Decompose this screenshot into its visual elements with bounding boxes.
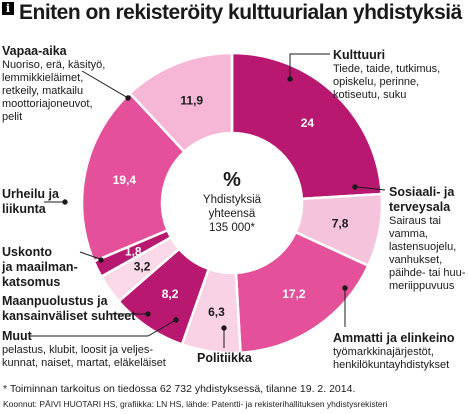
donut-slices: 24 7,8 17,2 6,3 8,2 3,21,8 19,4 11,9 [80, 51, 384, 355]
value-label-muut: 8,2 [162, 287, 179, 301]
connector-dot [352, 184, 358, 190]
connector-dot [221, 325, 227, 331]
label-politiikka: Politiikka [197, 351, 252, 365]
label-muut: Muut pelastus, klubit, loosit ja veljes-… [2, 329, 166, 369]
label-urheilu: Urheilu ja liikunta [2, 187, 59, 216]
slice-ammatti-ja-elinkeino [234, 230, 370, 355]
label-vapaa-aika: Vapaa-aika Nuoriso, erä, käsityö, lemmik… [2, 44, 106, 123]
label-kulttuuri: Kulttuuri Tiede, taide, tutkimus, opiske… [333, 48, 441, 101]
slice-kulttuuri [230, 51, 384, 201]
connector-vapaa [81, 70, 129, 99]
connector-dot [145, 311, 151, 317]
slice-vapaa-aika [128, 51, 234, 154]
footnote: * Toiminnan tarkoitus on tiedossa 62 732… [3, 383, 356, 395]
connector-dot [125, 95, 131, 101]
value-label-uskonto-ja-maailmankatsomus: 1,8 [125, 244, 142, 258]
center-line-1: Yhdistyksiä [203, 194, 262, 206]
label-maanpuolustus: Maanpuolustus ja kansainväliset suhteet [2, 294, 136, 323]
value-label-ammatti-ja-elinkeino: 17,2 [282, 287, 306, 301]
connector-muut [30, 319, 177, 337]
value-label-sosiaali-ja-terveysala: 7,8 [332, 216, 349, 230]
connector-dot [342, 285, 348, 291]
label-uskonto: Uskonto ja maailman- katsomus [2, 245, 78, 289]
connector-lines [30, 53, 386, 348]
chart-title: Eniten on rekisteröity kulttuurialan yhd… [19, 1, 462, 24]
label-ammatti: Ammatti ja elinkeino työmarkkinajärjestö… [333, 331, 455, 371]
info-icon: i [2, 2, 14, 15]
value-label-kulttuuri: 24 [301, 116, 315, 130]
value-label-vapaa-aika: 11,9 [180, 94, 203, 108]
connector-kulttuuri [289, 53, 330, 77]
connector-sosiaali [356, 186, 386, 191]
connector-uskonto [79, 251, 101, 260]
center-line-3: 135 000* [209, 222, 256, 234]
value-label-urheilu-ja-liikunta: 19,4 [113, 173, 137, 187]
center-line-2: yhteensä [209, 208, 256, 220]
sources-credit: Koonnut: PÄIVI HUOTARI HS, grafiikka: LN… [3, 399, 388, 409]
value-label-maanpuolustus-ja-kansainväliset-suhteet: 3,2 [134, 259, 151, 273]
center-label: % Yhdistyksiä yhteensä 135 000* [203, 169, 262, 234]
connector-dot [173, 317, 179, 323]
connector-dot [98, 257, 104, 263]
value-label-politiikka: 6,3 [208, 305, 225, 319]
connector-dot [287, 76, 293, 82]
connector-dot [62, 199, 68, 205]
center-percent-symbol: % [223, 169, 241, 191]
label-sosiaali: Sosiaali- ja terveysala Sairaus tai vamm… [389, 185, 466, 292]
